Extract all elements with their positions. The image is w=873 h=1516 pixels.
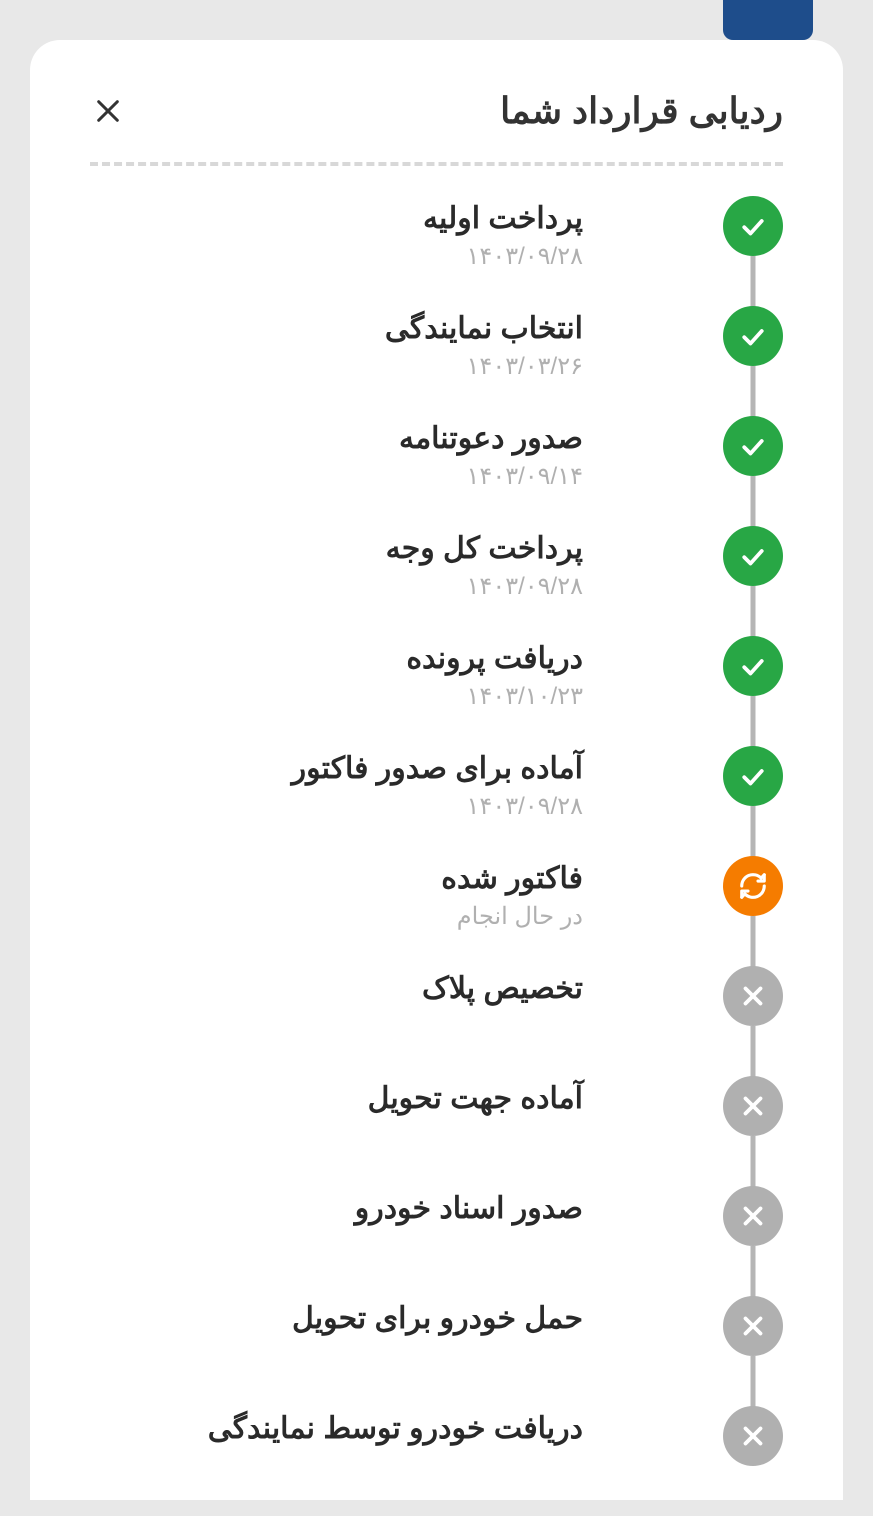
timeline-connector (751, 1136, 756, 1191)
timeline-icon-wrap (723, 306, 783, 366)
close-button[interactable] (90, 93, 126, 129)
timeline-connector (751, 916, 756, 971)
timeline-icon-wrap (723, 746, 783, 806)
timeline-connector (751, 1246, 756, 1301)
timeline-content: انتخاب نمایندگی ۱۴۰۳/۰۳/۲۶ (90, 306, 583, 381)
step-date: ۱۴۰۳/۰۹/۱۴ (90, 462, 583, 491)
timeline-item: انتخاب نمایندگی ۱۴۰۳/۰۳/۲۶ (90, 306, 783, 416)
close-icon (94, 97, 122, 125)
check-icon (723, 306, 783, 366)
step-title: حمل خودرو برای تحویل (90, 1301, 583, 1336)
step-title: آماده برای صدور فاکتور (90, 751, 583, 786)
timeline-content: حمل خودرو برای تحویل (90, 1296, 583, 1342)
timeline-content: دریافت خودرو توسط نمایندگی (90, 1406, 583, 1452)
timeline-content: پرداخت کل وجه ۱۴۰۳/۰۹/۲۸ (90, 526, 583, 601)
timeline-icon-wrap (723, 856, 783, 916)
timeline-icon-wrap (723, 526, 783, 586)
step-title: آماده جهت تحویل (90, 1081, 583, 1116)
timeline-content: آماده برای صدور فاکتور ۱۴۰۳/۰۹/۲۸ (90, 746, 583, 821)
timeline-icon-wrap (723, 1296, 783, 1356)
timeline-item: فاکتور شده در حال انجام (90, 856, 783, 966)
timeline-icon-wrap (723, 1076, 783, 1136)
step-title: دریافت پرونده (90, 641, 583, 676)
timeline-content: صدور دعوتنامه ۱۴۰۳/۰۹/۱۴ (90, 416, 583, 491)
timeline-content: دریافت پرونده ۱۴۰۳/۱۰/۲۳ (90, 636, 583, 711)
timeline-connector (751, 366, 756, 421)
timeline-item: آماده برای صدور فاکتور ۱۴۰۳/۰۹/۲۸ (90, 746, 783, 856)
timeline-icon-wrap (723, 196, 783, 256)
pending-icon (723, 1296, 783, 1356)
check-icon (723, 196, 783, 256)
timeline: پرداخت اولیه ۱۴۰۳/۰۹/۲۸ انتخاب نمایندگی ۱۴۰… (90, 196, 783, 1516)
timeline-connector (751, 696, 756, 751)
timeline-content: آماده جهت تحویل (90, 1076, 583, 1122)
pending-icon (723, 1186, 783, 1246)
pending-icon (723, 966, 783, 1026)
timeline-item: حمل خودرو برای تحویل (90, 1296, 783, 1406)
timeline-content: تخصیص پلاک (90, 966, 583, 1012)
timeline-connector (751, 256, 756, 311)
timeline-icon-wrap (723, 1406, 783, 1466)
timeline-icon-wrap (723, 416, 783, 476)
step-date: ۱۴۰۳/۱۰/۲۳ (90, 682, 583, 711)
step-title: تخصیص پلاک (90, 971, 583, 1006)
timeline-icon-wrap (723, 1186, 783, 1246)
step-title: انتخاب نمایندگی (90, 311, 583, 346)
modal-title: ردیابی قرارداد شما (500, 90, 783, 132)
timeline-connector (751, 476, 756, 531)
timeline-content: فاکتور شده در حال انجام (90, 856, 583, 931)
step-title: پرداخت کل وجه (90, 531, 583, 566)
step-date: در حال انجام (90, 902, 583, 931)
step-date: ۱۴۰۳/۰۹/۲۸ (90, 792, 583, 821)
step-title: صدور دعوتنامه (90, 421, 583, 456)
timeline-icon-wrap (723, 636, 783, 696)
timeline-item: دریافت پرونده ۱۴۰۳/۱۰/۲۳ (90, 636, 783, 746)
step-date: ۱۴۰۳/۰۹/۲۸ (90, 572, 583, 601)
timeline-connector (751, 1356, 756, 1411)
pending-icon (723, 1406, 783, 1466)
timeline-content: پرداخت اولیه ۱۴۰۳/۰۹/۲۸ (90, 196, 583, 271)
check-icon (723, 636, 783, 696)
step-title: دریافت خودرو توسط نمایندگی (90, 1411, 583, 1446)
timeline-connector (751, 586, 756, 641)
timeline-item: صدور اسناد خودرو (90, 1186, 783, 1296)
step-title: فاکتور شده (90, 861, 583, 896)
step-date: ۱۴۰۳/۰۹/۲۸ (90, 242, 583, 271)
timeline-icon-wrap (723, 966, 783, 1026)
brand-logo (723, 0, 813, 40)
tracking-modal: ردیابی قرارداد شما پرداخت اولیه ۱۴۰۳/۰۹/۲… (30, 40, 843, 1500)
timeline-item: تخصیص پلاک (90, 966, 783, 1076)
check-icon (723, 416, 783, 476)
step-date: ۱۴۰۳/۰۳/۲۶ (90, 352, 583, 381)
timeline-content: صدور اسناد خودرو (90, 1186, 583, 1232)
refresh-icon (723, 856, 783, 916)
timeline-connector (751, 806, 756, 861)
modal-header: ردیابی قرارداد شما (90, 90, 783, 166)
timeline-item: پرداخت کل وجه ۱۴۰۳/۰۹/۲۸ (90, 526, 783, 636)
timeline-connector (751, 1026, 756, 1081)
timeline-item: پرداخت اولیه ۱۴۰۳/۰۹/۲۸ (90, 196, 783, 306)
check-icon (723, 746, 783, 806)
step-title: صدور اسناد خودرو (90, 1191, 583, 1226)
check-icon (723, 526, 783, 586)
timeline-item: آماده جهت تحویل (90, 1076, 783, 1186)
timeline-item: صدور دعوتنامه ۱۴۰۳/۰۹/۱۴ (90, 416, 783, 526)
pending-icon (723, 1076, 783, 1136)
step-title: پرداخت اولیه (90, 201, 583, 236)
